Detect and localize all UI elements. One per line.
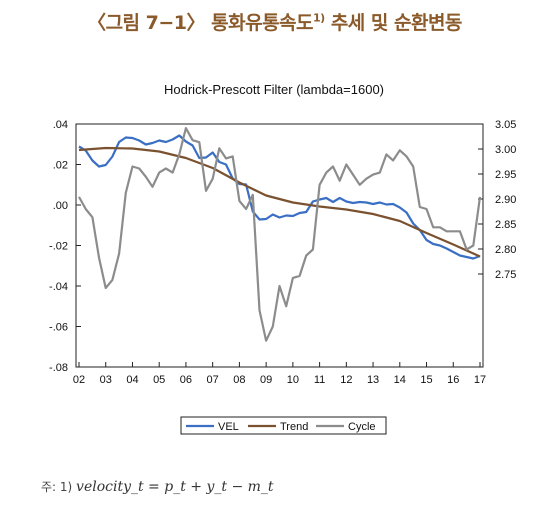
left-axis-tick-label: -.04: [49, 281, 68, 293]
figure-title: 〈그림 7−1〉 통화유통속도1) 추세 및 순환변동: [0, 8, 549, 35]
left-axis-tick-label: .04: [53, 119, 68, 131]
legend-label-cycle: Cycle: [348, 421, 376, 433]
right-axis-tick-label: 2.75: [495, 269, 516, 281]
x-axis-tick-label: 08: [233, 374, 245, 386]
x-axis-tick-label: 10: [287, 374, 299, 386]
x-axis-tick-label: 02: [73, 374, 85, 386]
footnote-formula: velocity_t = p_t + y_t − m_t: [76, 479, 274, 495]
right-axis-tick-label: 3.00: [495, 144, 516, 156]
x-axis-tick-label: 03: [100, 374, 112, 386]
footnote-label: 주: 1): [41, 480, 77, 494]
x-axis-tick-label: 07: [207, 374, 219, 386]
figure-title-superscript: 1): [313, 11, 325, 25]
x-axis-tick-label: 13: [367, 374, 379, 386]
figure-title-main: 〈그림 7−1〉 통화유통속도: [87, 12, 314, 34]
legend-box: [180, 416, 387, 435]
x-axis-tick-label: 16: [447, 374, 459, 386]
x-axis-tick-label: 06: [180, 374, 192, 386]
left-axis-tick-label: -.08: [49, 362, 68, 374]
figure-title-suffix: 추세 및 순환변동: [324, 12, 463, 34]
x-axis-tick-label: 17: [474, 374, 486, 386]
right-axis-tick-label: 3.05: [495, 119, 516, 131]
chart-legend: VEL Trend Cycle: [180, 416, 387, 435]
left-axis-tick-label: -.02: [49, 241, 68, 253]
x-axis-tick-label: 11: [314, 374, 325, 386]
chart-title: Hodrick-Prescott Filter (lambda=1600): [164, 82, 384, 97]
right-axis-tick-label: 2.85: [495, 219, 516, 231]
left-axis-tick-label: .00: [53, 200, 68, 212]
left-axis-tick-label: -.06: [49, 322, 68, 334]
series-line-vel: [78, 134, 481, 260]
x-axis-tick-label: 09: [260, 374, 272, 386]
left-axis-tick-label: .02: [53, 160, 68, 172]
series-line-cycle: [78, 127, 482, 342]
x-axis-tick-label: 12: [340, 374, 352, 386]
plot-frame: [75, 123, 484, 368]
x-axis-tick-label: 15: [420, 374, 432, 386]
x-axis-tick-label: 14: [394, 374, 406, 386]
right-axis-tick-label: 2.80: [495, 244, 516, 256]
footnote: 주: 1) velocity_t = p_t + y_t − m_t: [41, 478, 274, 495]
right-axis-tick-label: 2.95: [495, 169, 516, 181]
series-line-trend: [78, 146, 481, 258]
x-axis-tick-label: 05: [153, 374, 165, 386]
x-axis-tick-label: 04: [126, 374, 138, 386]
legend-label-vel: VEL: [218, 421, 239, 433]
legend-label-trend: Trend: [280, 421, 308, 433]
right-axis-tick-label: 2.90: [495, 194, 516, 206]
